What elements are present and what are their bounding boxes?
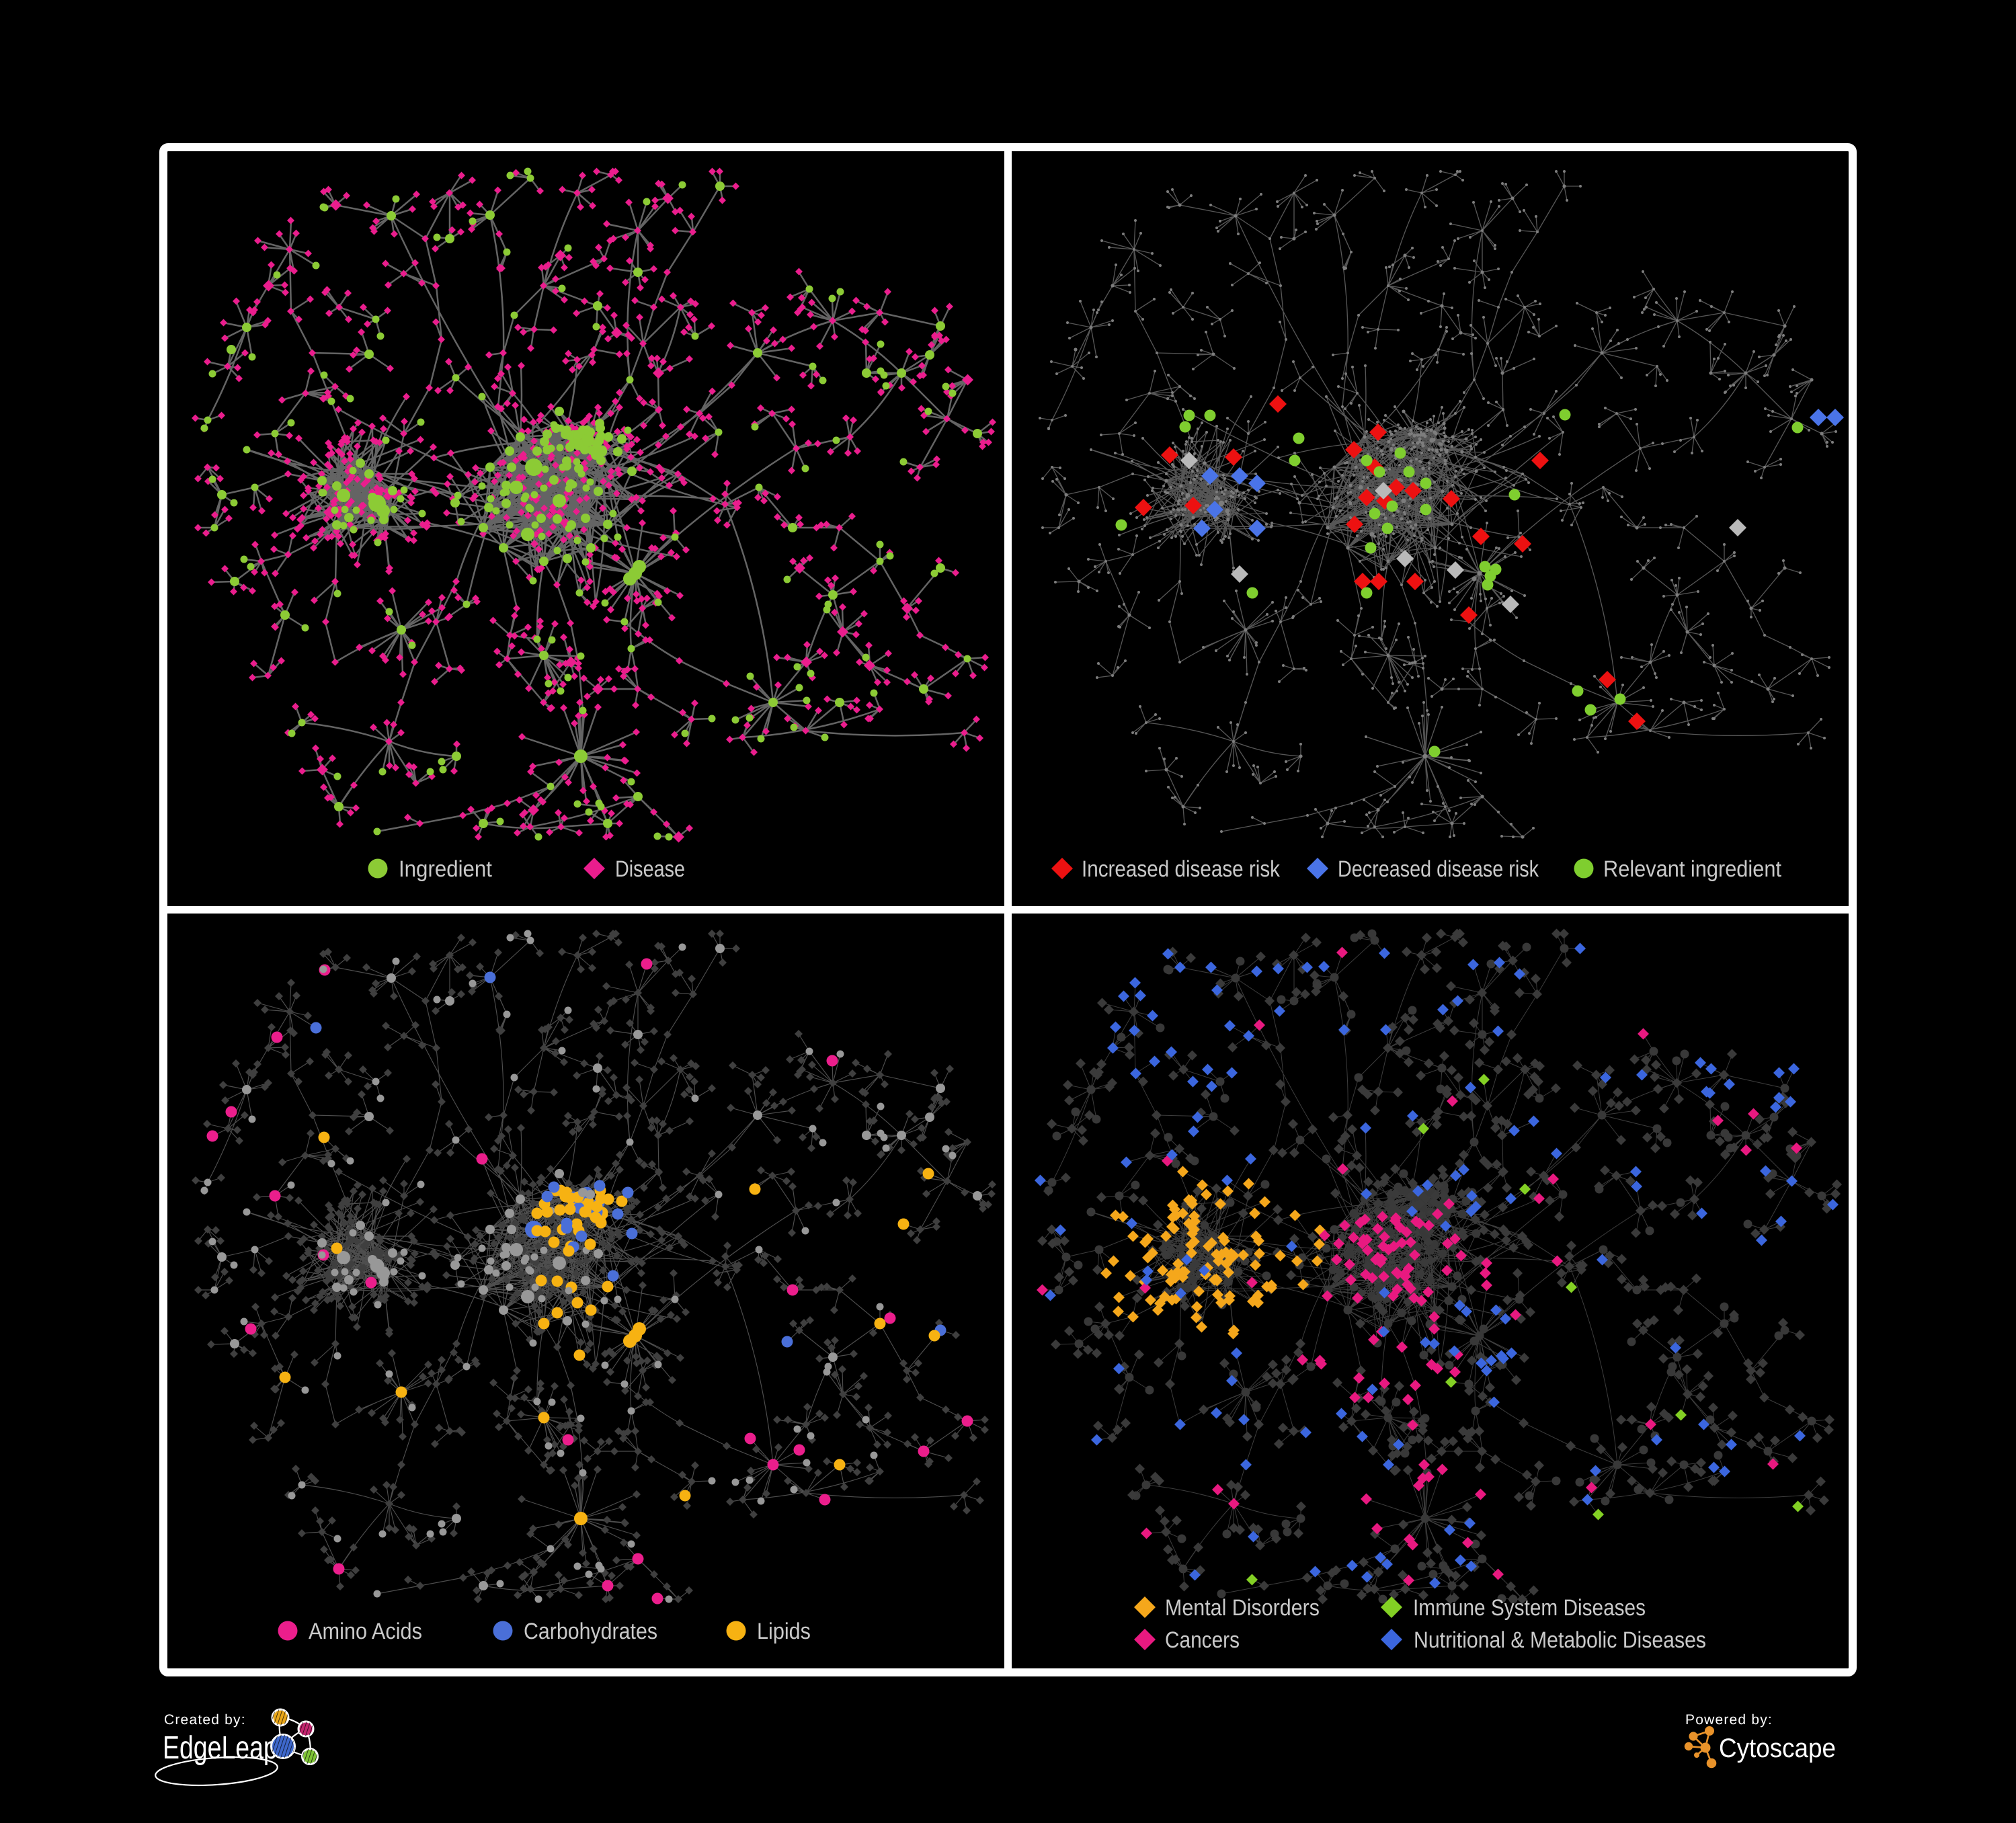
svg-text:Ingredient: Ingredient: [399, 856, 492, 882]
svg-text:Powered by:: Powered by:: [1685, 1712, 1773, 1728]
svg-text:Decreased disease risk: Decreased disease risk: [1338, 856, 1539, 882]
svg-text:Relevant ingredient: Relevant ingredient: [1603, 856, 1782, 882]
svg-text:Cytoscape: Cytoscape: [1719, 1734, 1836, 1763]
svg-text:Carbohydrates: Carbohydrates: [524, 1619, 657, 1644]
svg-text:Amino Acids: Amino Acids: [309, 1619, 422, 1644]
svg-text:Disease: Disease: [615, 856, 685, 882]
svg-text:Cancers: Cancers: [1165, 1627, 1240, 1653]
svg-text:Nutritional & Metabolic Diseas: Nutritional & Metabolic Diseases: [1414, 1627, 1706, 1653]
svg-text:Lipids: Lipids: [757, 1619, 811, 1644]
svg-text:EdgeLeap: EdgeLeap: [163, 1730, 278, 1766]
svg-text:Mental Disorders: Mental Disorders: [1165, 1595, 1320, 1621]
svg-text:Increased disease risk: Increased disease risk: [1082, 856, 1281, 882]
svg-text:Immune System Diseases: Immune System Diseases: [1413, 1595, 1646, 1621]
svg-text:Created by:: Created by:: [164, 1712, 246, 1728]
